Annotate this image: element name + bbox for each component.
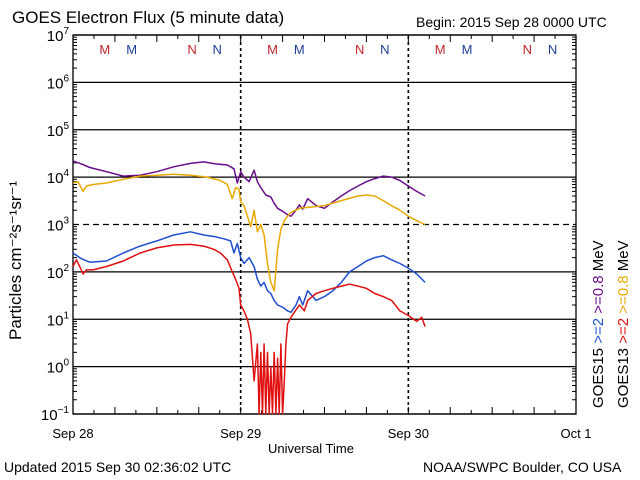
y-tick-label: 107 bbox=[47, 26, 70, 45]
marker-label: N bbox=[380, 42, 389, 57]
x-axis-label: Universal Time bbox=[268, 441, 354, 456]
updated-timestamp: Updated 2015 Sep 30 02:36:02 UTC bbox=[4, 459, 232, 475]
x-tick-label: Sep 30 bbox=[388, 426, 429, 441]
x-tick-label: Sep 29 bbox=[220, 426, 261, 441]
marker-label: N bbox=[187, 42, 196, 57]
marker-label: N bbox=[355, 42, 364, 57]
x-tick-label: Oct 1 bbox=[560, 426, 591, 441]
x-tick-label: Sep 28 bbox=[52, 426, 93, 441]
credit-label: NOAA/SWPC Boulder, CO USA bbox=[423, 459, 622, 475]
marker-label: M bbox=[99, 42, 110, 57]
series-line bbox=[72, 173, 426, 292]
y-tick-label: 10−1 bbox=[41, 405, 70, 424]
series-line bbox=[72, 160, 426, 217]
begin-time-label: Begin: 2015 Sep 28 0000 UTC bbox=[416, 14, 607, 30]
y-tick-label: 103 bbox=[47, 216, 70, 235]
series-line bbox=[72, 243, 426, 415]
chart-title: GOES Electron Flux (5 minute data) bbox=[12, 8, 285, 27]
y-tick-label: 100 bbox=[47, 358, 70, 377]
legend-entry: GOES15 >=2 >=0.8 MeV bbox=[590, 240, 607, 408]
y-tick-label: 105 bbox=[47, 121, 70, 140]
marker-label: N bbox=[548, 42, 557, 57]
series-line bbox=[72, 231, 426, 314]
marker-label: M bbox=[126, 42, 137, 57]
plot-frame bbox=[72, 34, 577, 415]
marker-label: N bbox=[523, 42, 532, 57]
marker-label: M bbox=[435, 42, 446, 57]
marker-label: M bbox=[462, 42, 473, 57]
y-tick-label: 101 bbox=[47, 310, 70, 329]
marker-label: M bbox=[267, 42, 278, 57]
y-tick-label: 102 bbox=[47, 263, 70, 282]
marker-label: N bbox=[212, 42, 221, 57]
y-tick-label: 106 bbox=[47, 73, 70, 92]
y-tick-label: 104 bbox=[47, 168, 70, 187]
legend-entry: GOES13 >=2 >=0.8 MeV bbox=[615, 240, 632, 408]
marker-label: M bbox=[294, 42, 305, 57]
